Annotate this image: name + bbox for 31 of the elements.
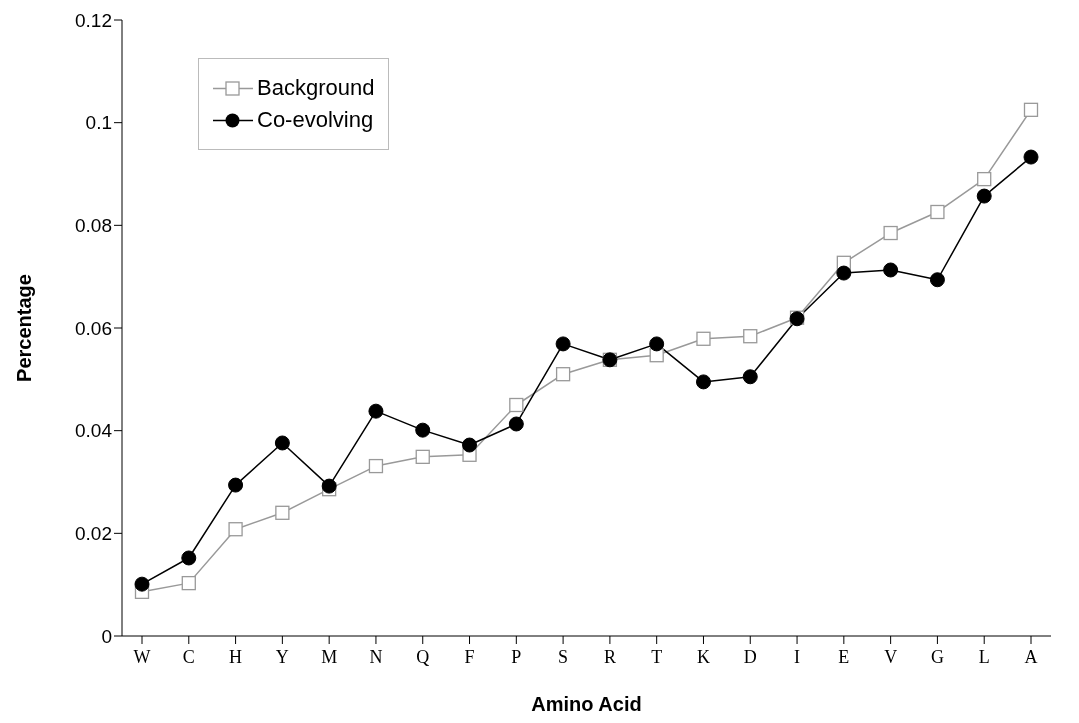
y-tick-label: 0.06	[75, 317, 112, 339]
y-tick-label: 0.08	[75, 215, 112, 237]
x-tick-label: E	[838, 646, 850, 667]
x-axis-title: Amino Acid	[531, 693, 642, 715]
x-tick-label: T	[651, 646, 663, 667]
legend-label: Co-evolving	[257, 107, 374, 133]
x-tick-label: N	[369, 646, 383, 667]
y-tick-label: 0.1	[85, 112, 112, 134]
x-tick-label: Q	[416, 646, 430, 667]
y-tick-label: 0.12	[75, 9, 112, 31]
y-tick-label: 0	[101, 625, 112, 647]
x-tick-label: M	[321, 646, 338, 667]
x-tick-label: V	[884, 646, 898, 667]
x-tick-label: Y	[275, 646, 289, 667]
x-tick-label: I	[794, 646, 801, 667]
x-tick-label: H	[229, 646, 243, 667]
x-tick-label: L	[978, 646, 990, 667]
x-tick-label: F	[464, 646, 475, 667]
x-tick-label: R	[603, 646, 616, 667]
x-tick-label: D	[743, 646, 757, 667]
y-tick-label: 0.02	[75, 523, 112, 545]
legend-label: Background	[257, 75, 375, 101]
x-tick-label: C	[182, 646, 195, 667]
x-tick-label: W	[133, 646, 151, 667]
y-tick-label: 0.04	[75, 420, 113, 442]
x-tick-label: S	[558, 646, 569, 667]
x-tick-label: A	[1024, 646, 1038, 667]
x-tick-label: K	[696, 646, 710, 667]
x-tick-label: P	[511, 646, 522, 667]
y-axis-title: Percentage	[13, 274, 36, 382]
x-tick-label: G	[930, 646, 944, 667]
